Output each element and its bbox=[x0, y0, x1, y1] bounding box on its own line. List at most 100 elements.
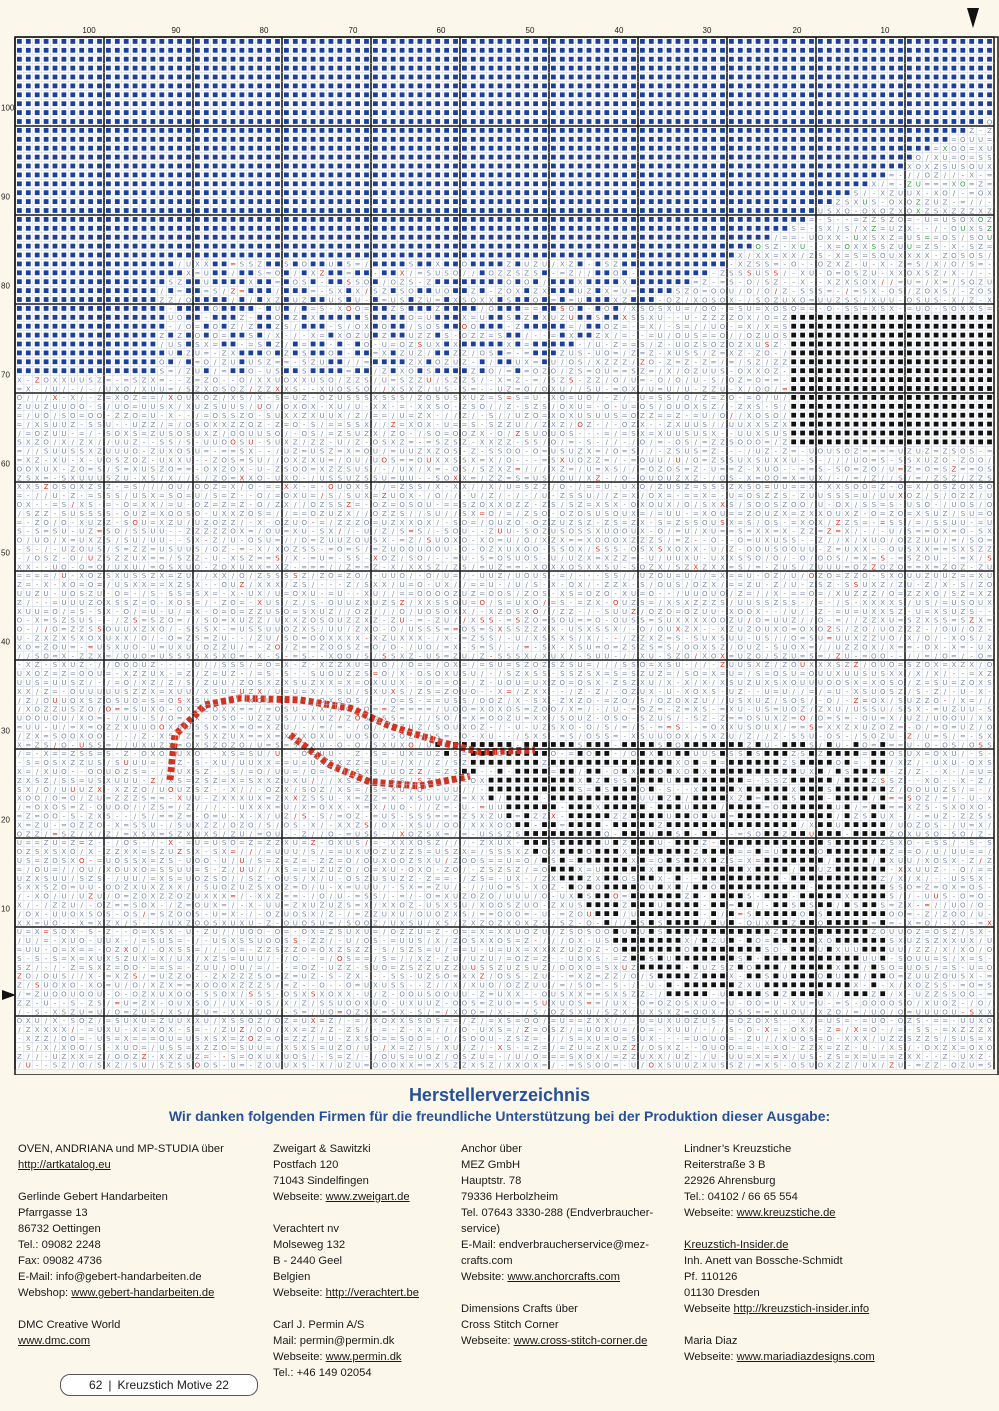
svg-text:Z: Z bbox=[507, 261, 512, 269]
svg-text:S: S bbox=[783, 323, 788, 331]
svg-text:U: U bbox=[435, 385, 440, 393]
svg-text:O: O bbox=[212, 332, 218, 340]
svg-text:=: = bbox=[346, 368, 352, 376]
svg-text:=: = bbox=[809, 296, 815, 304]
svg-text:=: = bbox=[915, 279, 921, 287]
directory-entry-line: 22926 Ahrensburg bbox=[684, 1173, 984, 1189]
svg-text:S: S bbox=[765, 279, 770, 287]
svg-text:X: X bbox=[756, 421, 761, 429]
website-link[interactable]: www.zweigart.de bbox=[326, 1191, 410, 1203]
svg-text:Z: Z bbox=[711, 350, 716, 358]
svg-text:O: O bbox=[284, 376, 290, 384]
svg-text:S: S bbox=[346, 394, 351, 402]
svg-text:=: = bbox=[372, 350, 378, 358]
svg-text:=: = bbox=[844, 252, 850, 260]
website-link[interactable]: www.permin.dk bbox=[326, 1351, 402, 1363]
svg-text:U: U bbox=[435, 270, 440, 278]
website-link[interactable]: www.kreuzstiche.de bbox=[737, 1207, 836, 1219]
svg-text:U: U bbox=[978, 136, 983, 144]
svg-text:Z: Z bbox=[774, 279, 779, 287]
svg-text:S: S bbox=[800, 287, 805, 295]
svg-text:S: S bbox=[872, 198, 877, 206]
entry-text: OVEN, ANDRIANA und MP-STUDIA über bbox=[18, 1143, 224, 1155]
svg-text:S: S bbox=[809, 287, 814, 295]
svg-text:X: X bbox=[337, 305, 342, 313]
svg-text:Z: Z bbox=[676, 412, 681, 420]
svg-text:Z: Z bbox=[524, 314, 529, 322]
website-link[interactable]: Kreuzstich-Insider.de bbox=[684, 1239, 788, 1251]
svg-text:O: O bbox=[640, 403, 646, 411]
svg-text:=: = bbox=[275, 279, 281, 287]
svg-text:Z: Z bbox=[827, 261, 832, 269]
svg-text:O: O bbox=[275, 270, 281, 278]
svg-text:Z: Z bbox=[845, 261, 850, 269]
svg-text:S: S bbox=[382, 394, 387, 402]
svg-text:O: O bbox=[649, 359, 655, 367]
svg-text:Z: Z bbox=[97, 394, 102, 402]
svg-text:X: X bbox=[320, 385, 325, 393]
website-link[interactable]: http://verachtert.be bbox=[326, 1287, 419, 1299]
website-link[interactable]: www.mariadiazdesigns.com bbox=[737, 1351, 875, 1363]
svg-text:U: U bbox=[702, 368, 707, 376]
svg-text:U: U bbox=[382, 341, 387, 349]
svg-text:X: X bbox=[845, 279, 850, 287]
svg-text:U: U bbox=[595, 385, 600, 393]
svg-text:=: = bbox=[568, 323, 574, 331]
svg-text:U: U bbox=[266, 368, 271, 376]
website-link[interactable]: www.gebert-handarbeiten.de bbox=[71, 1287, 214, 1299]
svg-text:U: U bbox=[907, 234, 912, 242]
svg-text:Z: Z bbox=[151, 421, 156, 429]
svg-text:U: U bbox=[311, 376, 316, 384]
svg-text:O: O bbox=[212, 385, 218, 393]
svg-text:X: X bbox=[569, 403, 574, 411]
website-link[interactable]: http://kreuzstich-insider.info bbox=[734, 1303, 870, 1315]
svg-text:Z: Z bbox=[702, 394, 707, 402]
svg-text:Z: Z bbox=[222, 350, 227, 358]
svg-text:O: O bbox=[844, 243, 850, 251]
svg-text:=: = bbox=[168, 421, 174, 429]
svg-text:X: X bbox=[756, 368, 761, 376]
website-link[interactable]: www.cross-stitch-corner.de bbox=[514, 1335, 648, 1347]
svg-text:Z: Z bbox=[898, 225, 903, 233]
row-number: 20 bbox=[1, 816, 10, 825]
svg-text:X: X bbox=[266, 296, 271, 304]
svg-text:O: O bbox=[969, 163, 975, 171]
svg-text:Z: Z bbox=[738, 350, 743, 358]
svg-text:O: O bbox=[978, 234, 984, 242]
svg-text:=: = bbox=[809, 305, 815, 313]
svg-text:Z: Z bbox=[231, 323, 236, 331]
svg-text:S: S bbox=[435, 394, 440, 402]
row-number: 90 bbox=[1, 193, 10, 202]
svg-text:Z: Z bbox=[275, 341, 280, 349]
entry-text: Reiterstraße 3 B bbox=[684, 1159, 765, 1171]
svg-text:S: S bbox=[613, 412, 618, 420]
center-arrow-left-icon bbox=[2, 990, 16, 1000]
svg-text:U: U bbox=[934, 198, 939, 206]
svg-text:=: = bbox=[773, 323, 779, 331]
svg-text:O: O bbox=[818, 261, 824, 269]
website-link[interactable]: www.anchorcrafts.com bbox=[507, 1271, 620, 1283]
website-link[interactable]: www.dmc.com bbox=[18, 1335, 90, 1347]
svg-text:S: S bbox=[373, 287, 378, 295]
svg-text:O: O bbox=[978, 287, 984, 295]
directory-entry-line: Zweigart & Sawitzki bbox=[273, 1141, 458, 1157]
svg-text:X: X bbox=[542, 287, 547, 295]
svg-text:U: U bbox=[720, 385, 725, 393]
svg-text:S: S bbox=[969, 261, 974, 269]
svg-text:O: O bbox=[533, 296, 539, 304]
svg-text:O: O bbox=[364, 279, 370, 287]
svg-text:Z: Z bbox=[186, 376, 191, 384]
svg-text:S: S bbox=[284, 323, 289, 331]
svg-text:S: S bbox=[213, 403, 218, 411]
svg-text:U: U bbox=[426, 376, 431, 384]
svg-text:X: X bbox=[391, 385, 396, 393]
svg-text:X: X bbox=[987, 190, 992, 198]
website-link[interactable]: http://artkatalog.eu bbox=[18, 1159, 111, 1171]
svg-text:=: = bbox=[915, 243, 921, 251]
svg-text:U: U bbox=[453, 359, 458, 367]
svg-text:S: S bbox=[747, 359, 752, 367]
svg-text:=: = bbox=[506, 394, 512, 402]
svg-text:O: O bbox=[755, 376, 761, 384]
svg-text:Z: Z bbox=[702, 314, 707, 322]
svg-text:X: X bbox=[916, 207, 921, 215]
